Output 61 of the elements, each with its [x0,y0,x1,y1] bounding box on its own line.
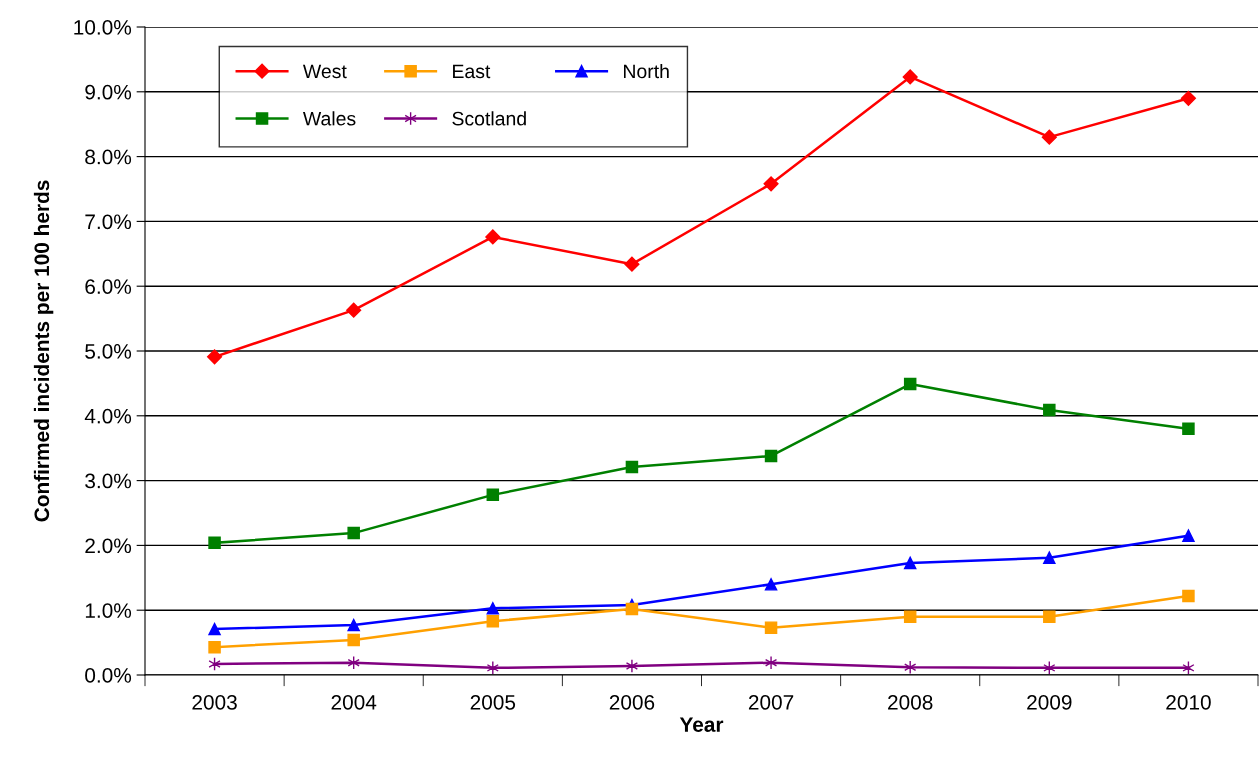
point [347,526,360,540]
x-axis-title: Year [679,717,724,732]
point [624,256,640,272]
point [764,578,778,591]
x-tick-label: 2007 [748,694,794,710]
point [625,460,639,474]
point [903,377,917,391]
point [625,658,639,673]
x-tick-label: 2003 [192,694,237,710]
x-tick-label: 2009 [1027,694,1072,710]
point [206,349,223,365]
y-tick-label: 0.0% [85,668,132,683]
x-tick-label: 2005 [470,694,516,710]
point [902,69,918,85]
y-tick-label: 2.0% [85,538,132,554]
point [1041,129,1057,145]
point [347,633,360,647]
point [904,660,917,675]
legend-label: East [453,64,491,79]
point [764,655,778,670]
point [485,229,501,245]
point [1182,422,1195,436]
point [903,610,917,623]
y-tick-label: 6.0% [85,279,132,294]
point [486,602,500,615]
point [903,556,917,570]
point [486,488,500,502]
point [208,536,221,550]
point [486,660,499,675]
legend-label: Wales [302,111,356,126]
point [346,302,362,318]
y-tick-label: 5.0% [85,344,132,359]
point [1043,403,1056,417]
x-tick-label: 2010 [1166,694,1211,710]
y-tick-label: 9.0% [85,84,132,100]
point [1182,589,1195,603]
y-tick-label: 4.0% [84,408,132,424]
point [1180,90,1197,106]
y-tick-label: 8.0% [85,149,132,165]
point [347,618,360,632]
point [1043,551,1056,564]
legend-label: West [302,64,347,79]
y-tick-label: 1.0% [85,603,132,618]
legend-label: Scotland [452,111,526,126]
point [208,640,221,654]
x-tick-label: 2006 [609,694,655,710]
legend-label: North [624,63,669,79]
y-tick-label: 3.0% [85,473,132,489]
point [764,449,778,463]
y-tick-label: 10.0% [74,20,132,35]
point [486,614,500,628]
y-axis-title: Confirmed incidents per 100 herds [33,180,54,522]
point [625,602,639,616]
x-tick-label: 2008 [888,694,933,710]
point [208,622,221,636]
y-tick-label: 7.0% [85,214,132,230]
point [1043,610,1056,623]
point [764,621,778,634]
point [763,176,779,192]
point [1182,529,1195,542]
x-tick-label: 2004 [331,694,377,710]
